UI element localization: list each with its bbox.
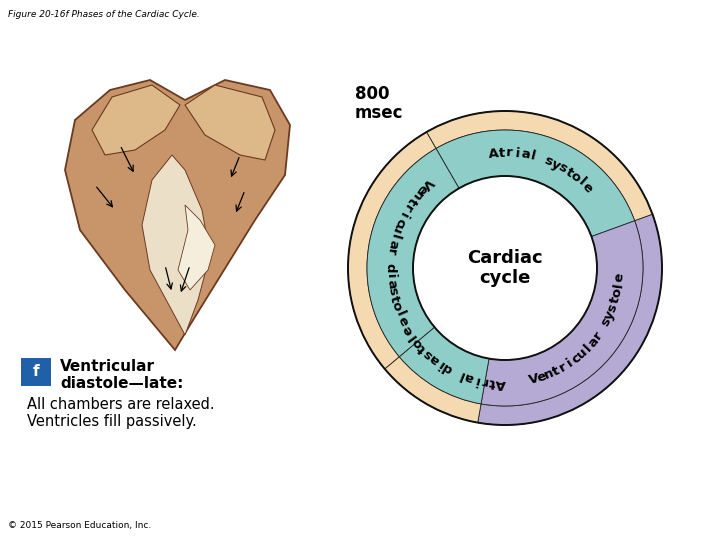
PathPatch shape (92, 85, 180, 155)
Text: t: t (608, 295, 623, 305)
Text: V: V (419, 175, 436, 192)
Text: s: s (606, 302, 621, 314)
Text: i: i (435, 357, 446, 370)
Text: All chambers are relaxed.
Ventricles fill passively.: All chambers are relaxed. Ventricles fil… (27, 397, 215, 429)
Wedge shape (348, 132, 436, 369)
Text: u: u (575, 345, 590, 361)
Text: l: l (582, 342, 594, 354)
Wedge shape (367, 148, 459, 357)
Text: l: l (612, 282, 626, 288)
Text: e: e (580, 180, 595, 195)
Text: n: n (542, 367, 556, 382)
Text: o: o (409, 335, 426, 350)
Text: a: a (585, 334, 601, 349)
Text: 800
msec: 800 msec (355, 85, 403, 123)
FancyBboxPatch shape (21, 358, 51, 386)
Text: s: s (385, 286, 400, 296)
Text: n: n (408, 187, 424, 202)
Text: s: s (542, 154, 554, 169)
Text: d: d (384, 263, 397, 273)
PathPatch shape (65, 80, 290, 350)
Text: e: e (400, 322, 415, 337)
Wedge shape (481, 221, 643, 406)
Text: l: l (387, 232, 401, 240)
Circle shape (413, 177, 596, 360)
Text: l: l (406, 330, 419, 342)
Text: o: o (610, 287, 625, 299)
Text: t: t (488, 375, 496, 389)
Text: t: t (550, 364, 562, 379)
Wedge shape (400, 327, 489, 404)
Text: r: r (591, 329, 606, 342)
Text: i: i (384, 273, 397, 279)
Text: r: r (506, 146, 513, 160)
Text: a: a (385, 238, 400, 250)
Text: r: r (557, 360, 569, 375)
Text: r: r (480, 374, 489, 388)
Text: c: c (569, 351, 583, 366)
Text: t: t (563, 165, 575, 180)
Text: u: u (389, 222, 405, 235)
Wedge shape (384, 357, 481, 423)
Text: t: t (405, 194, 418, 207)
Text: y: y (602, 308, 618, 322)
Text: f: f (32, 364, 40, 380)
Text: t: t (498, 146, 505, 160)
Text: s: s (421, 346, 436, 361)
Text: a: a (427, 351, 442, 367)
Text: t: t (415, 341, 429, 355)
Text: A: A (488, 146, 500, 160)
Wedge shape (436, 130, 634, 237)
Text: r: r (400, 201, 415, 214)
Text: l: l (529, 150, 537, 163)
Text: V: V (527, 372, 541, 387)
Wedge shape (426, 111, 652, 221)
Text: c: c (392, 215, 408, 228)
Text: o: o (389, 300, 405, 313)
Text: s: s (599, 316, 614, 329)
PathPatch shape (178, 205, 215, 290)
Text: e: e (414, 181, 429, 197)
Text: l: l (575, 176, 588, 188)
Text: i: i (514, 147, 521, 160)
Text: a: a (520, 147, 531, 162)
Text: Ventricular
diastole—late:: Ventricular diastole—late: (60, 359, 184, 392)
Text: a: a (463, 370, 475, 385)
Text: A: A (495, 376, 505, 389)
Text: s: s (556, 161, 569, 176)
Text: l: l (457, 368, 467, 381)
Text: e: e (535, 369, 548, 384)
Text: l: l (392, 309, 407, 319)
Text: i: i (397, 210, 410, 220)
Text: r: r (384, 248, 398, 256)
PathPatch shape (142, 155, 210, 335)
Text: i: i (564, 356, 575, 370)
Wedge shape (478, 214, 662, 425)
Text: t: t (387, 294, 401, 304)
Text: e: e (613, 272, 626, 282)
Text: a: a (384, 278, 398, 289)
Text: Figure 20-16f Phases of the Cardiac Cycle.: Figure 20-16f Phases of the Cardiac Cycl… (8, 10, 199, 19)
Text: Cardiac
cycle: Cardiac cycle (467, 248, 543, 287)
Text: y: y (549, 157, 562, 172)
Text: e: e (395, 314, 411, 328)
Text: d: d (440, 360, 455, 376)
Text: © 2015 Pearson Education, Inc.: © 2015 Pearson Education, Inc. (8, 521, 151, 530)
Text: i: i (473, 373, 480, 386)
Text: o: o (568, 169, 583, 185)
PathPatch shape (185, 85, 275, 160)
